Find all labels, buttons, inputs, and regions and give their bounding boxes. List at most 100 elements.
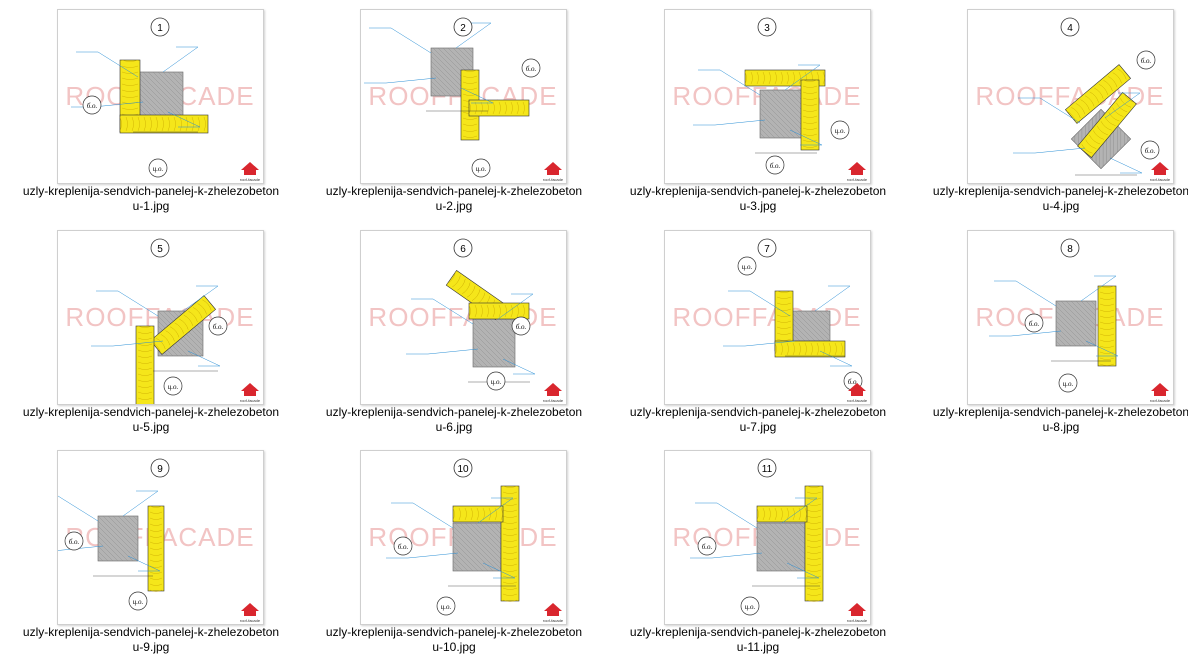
file-thumbnail[interactable]: ROOFFACADE11б.о.ц.о.roof-facade xyxy=(664,450,871,625)
file-name-label[interactable]: uzly-kreplenija-sendvich-panelej-k-zhele… xyxy=(0,625,302,655)
axis-label-circle: б.о. xyxy=(697,536,717,556)
sandwich-panel xyxy=(800,79,820,151)
sandwich-panel xyxy=(774,290,794,352)
file-name-line-1: uzly-kreplenija-sendvich-panelej-k-zhele… xyxy=(22,625,280,639)
file-thumbnail[interactable]: ROOFFACADE5б.о.ц.о.roof-facade xyxy=(57,230,264,405)
svg-text:б.о.: б.о. xyxy=(516,323,527,331)
svg-text:1: 1 xyxy=(157,23,163,34)
file-thumbnail[interactable]: ROOFFACADE 6 б.о. ц.о. roof-facade xyxy=(360,230,567,405)
file-name-label[interactable]: uzly-kreplenija-sendvich-panelej-k-zhele… xyxy=(910,405,1188,435)
sandwich-panel xyxy=(774,340,846,358)
svg-text:roof-facade: roof-facade xyxy=(543,618,564,623)
concrete-column xyxy=(97,515,139,562)
node-number-badge: 11 xyxy=(757,458,777,478)
file-item[interactable]: ROOFFACADE 6 б.о. ц.о. roof-facade uzly-krepl… xyxy=(303,221,605,439)
svg-text:ц.о.: ц.о. xyxy=(491,378,502,386)
file-thumbnail[interactable]: ROOFFACADE 7 ц.о. б.о. roof-facade xyxy=(664,230,871,405)
file-thumbnail[interactable]: ROOFFACADE 4 б.о. б.о. roof-facade xyxy=(967,9,1174,184)
file-name-label[interactable]: uzly-kreplenija-sendvich-panelej-k-zhele… xyxy=(607,184,909,214)
roof-facade-logo: roof-facade xyxy=(543,383,564,403)
file-item[interactable]: ROOFFACADE11б.о.ц.о.roof-facadeuzly-krep… xyxy=(607,441,909,659)
annotation-lines xyxy=(690,497,820,587)
node-number-badge: 2 xyxy=(453,17,473,37)
svg-text:5: 5 xyxy=(157,244,163,255)
svg-text:ц.о.: ц.о. xyxy=(168,383,179,391)
file-name-label[interactable]: uzly-kreplenija-sendvich-panelej-k-zhele… xyxy=(607,625,909,655)
axis-label-circle: б.о. xyxy=(1024,313,1044,333)
file-item[interactable]: ROOFFACADE5б.о.ц.о.roof-facadeuzly-krepl… xyxy=(0,221,302,439)
sandwich-panel xyxy=(500,485,520,602)
file-name-label[interactable]: uzly-kreplenija-sendvich-panelej-k-zhele… xyxy=(910,184,1188,214)
file-thumbnail[interactable]: ROOFFACADE8б.о.ц.о.roof-facade xyxy=(967,230,1174,405)
sandwich-panel xyxy=(468,99,530,117)
svg-text:roof-facade: roof-facade xyxy=(240,177,261,182)
svg-text:roof-facade: roof-facade xyxy=(847,398,868,403)
file-item[interactable]: ROOFFACADE3б.о.ц.о.roof-facadeuzly-krepl… xyxy=(607,0,909,218)
file-thumbnail[interactable]: ROOFFACADE2б.о.ц.о.roof-facade xyxy=(360,9,567,184)
annotation-lines xyxy=(1013,92,1143,176)
file-item[interactable]: ROOFFACADE 4 б.о. б.о. roof-facade uzly-krepl… xyxy=(910,0,1188,218)
svg-text:7: 7 xyxy=(764,244,770,255)
file-item[interactable]: ROOFFACADE10б.о.ц.о.roof-facadeuzly-krep… xyxy=(303,441,605,659)
file-name-line-2: u-9.jpg xyxy=(132,640,170,654)
axis-label-circle: ц.о. xyxy=(128,591,148,611)
annotation-lines xyxy=(406,293,536,383)
axis-label-circle: б.о. xyxy=(82,95,102,115)
concrete-column xyxy=(472,318,516,368)
axis-label-circle: б.о. xyxy=(521,58,541,78)
file-thumbnail[interactable]: ROOFFACADE1б.о.ц.о.roof-facade xyxy=(57,9,264,184)
file-thumbnail[interactable]: ROOFFACADE10б.о.ц.о.roof-facade xyxy=(360,450,567,625)
file-name-line-1: uzly-kreplenija-sendvich-panelej-k-zhele… xyxy=(932,405,1188,419)
svg-text:б.о.: б.о. xyxy=(526,65,537,73)
axis-label-circle: б.о. xyxy=(511,316,531,336)
svg-text:б.о.: б.о. xyxy=(848,378,859,386)
file-name-label[interactable]: uzly-kreplenija-sendvich-panelej-k-zhele… xyxy=(607,405,909,435)
axis-label-circle: ц.о. xyxy=(471,158,491,178)
file-name-line-1: uzly-kreplenija-sendvich-panelej-k-zhele… xyxy=(932,184,1188,198)
file-name-line-2: u-1.jpg xyxy=(132,199,170,213)
sandwich-panel xyxy=(756,505,808,523)
svg-text:ц.о.: ц.о. xyxy=(153,165,164,173)
node-number-badge: 4 xyxy=(1060,17,1080,37)
svg-text:б.о.: б.о. xyxy=(1029,320,1040,328)
concrete-column xyxy=(756,522,806,572)
file-item[interactable]: ROOFFACADE8б.о.ц.о.roof-facadeuzly-krepl… xyxy=(910,221,1188,439)
file-name-line-2: u-2.jpg xyxy=(435,199,473,213)
roof-facade-logo: roof-facade xyxy=(240,162,261,182)
svg-text:ц.о.: ц.о. xyxy=(1063,380,1074,388)
svg-text:roof-facade: roof-facade xyxy=(240,398,261,403)
svg-text:roof-facade: roof-facade xyxy=(847,618,868,623)
file-name-line-1: uzly-kreplenija-sendvich-panelej-k-zhele… xyxy=(22,405,280,419)
file-name-line-1: uzly-kreplenija-sendvich-panelej-k-zhele… xyxy=(629,405,887,419)
svg-text:roof-facade: roof-facade xyxy=(240,618,261,623)
svg-text:б.о.: б.о. xyxy=(69,538,80,546)
node-number-badge: 7 xyxy=(757,238,777,258)
file-name-line-1: uzly-kreplenija-sendvich-panelej-k-zhele… xyxy=(325,625,583,639)
file-thumbnail[interactable]: ROOFFACADE3б.о.ц.о.roof-facade xyxy=(664,9,871,184)
svg-text:б.о.: б.о. xyxy=(702,543,713,551)
file-item[interactable]: ROOFFACADE 7 ц.о. б.о. roof-facade uzly-krepl… xyxy=(607,221,909,439)
svg-text:2: 2 xyxy=(460,23,466,34)
file-item[interactable]: ROOFFACADE2б.о.ц.о.roof-facadeuzly-krepl… xyxy=(303,0,605,218)
file-name-label[interactable]: uzly-kreplenija-sendvich-panelej-k-zhele… xyxy=(0,184,302,214)
file-name-label[interactable]: uzly-kreplenija-sendvich-panelej-k-zhele… xyxy=(303,625,605,655)
concrete-column xyxy=(759,89,803,139)
annotation-lines xyxy=(723,285,853,367)
annotation-lines xyxy=(989,275,1119,362)
file-name-label[interactable]: uzly-kreplenija-sendvich-panelej-k-zhele… xyxy=(303,184,605,214)
file-name-line-1: uzly-kreplenija-sendvich-panelej-k-zhele… xyxy=(629,625,887,639)
concrete-column xyxy=(137,71,184,118)
file-name-label[interactable]: uzly-kreplenija-sendvich-panelej-k-zhele… xyxy=(303,405,605,435)
axis-label-circle: ц.о. xyxy=(436,596,456,616)
sandwich-panel xyxy=(1077,91,1137,159)
file-name-label[interactable]: uzly-kreplenija-sendvich-panelej-k-zhele… xyxy=(0,405,302,435)
file-thumbnail[interactable]: ROOFFACADE9б.о.ц.о.roof-facade xyxy=(57,450,264,625)
file-item[interactable]: ROOFFACADE9б.о.ц.о.roof-facadeuzly-krepl… xyxy=(0,441,302,659)
axis-label-circle: ц.о. xyxy=(148,158,168,178)
svg-text:6: 6 xyxy=(460,244,466,255)
node-number-badge: 3 xyxy=(757,17,777,37)
svg-text:ц.о.: ц.о. xyxy=(745,603,756,611)
svg-text:roof-facade: roof-facade xyxy=(1150,398,1171,403)
file-item[interactable]: ROOFFACADE1б.о.ц.о.roof-facadeuzly-krepl… xyxy=(0,0,302,218)
